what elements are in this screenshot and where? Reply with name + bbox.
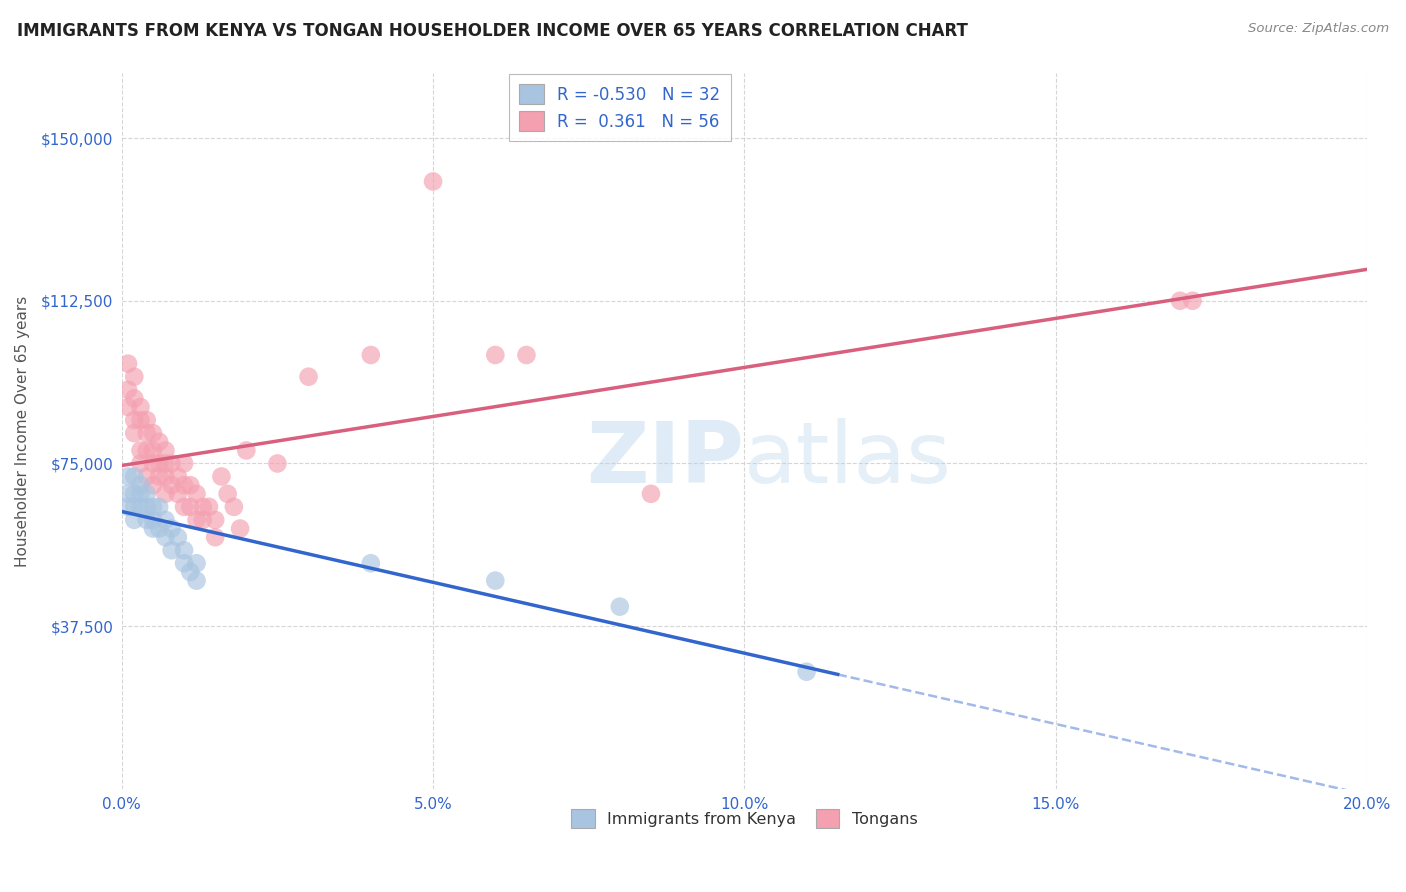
Point bbox=[1168, 293, 1191, 308]
Point bbox=[135, 426, 157, 441]
Point bbox=[142, 500, 165, 514]
Point bbox=[135, 469, 157, 483]
Point bbox=[209, 469, 232, 483]
Point bbox=[148, 500, 170, 514]
Point bbox=[148, 457, 170, 471]
Point bbox=[229, 522, 252, 536]
Point bbox=[191, 500, 214, 514]
Point bbox=[117, 469, 139, 483]
Point bbox=[122, 513, 145, 527]
Point bbox=[135, 413, 157, 427]
Point bbox=[129, 400, 152, 414]
Point bbox=[142, 522, 165, 536]
Point bbox=[142, 443, 165, 458]
Point bbox=[155, 487, 177, 501]
Point bbox=[122, 392, 145, 406]
Point bbox=[160, 543, 183, 558]
Point bbox=[155, 443, 177, 458]
Point bbox=[609, 599, 631, 614]
Point bbox=[198, 500, 221, 514]
Point bbox=[129, 500, 152, 514]
Point bbox=[155, 530, 177, 544]
Point bbox=[135, 487, 157, 501]
Point bbox=[186, 556, 208, 570]
Point bbox=[135, 513, 157, 527]
Point bbox=[173, 457, 195, 471]
Point bbox=[122, 426, 145, 441]
Point bbox=[166, 530, 188, 544]
Point bbox=[360, 556, 382, 570]
Point bbox=[142, 457, 165, 471]
Point bbox=[173, 500, 195, 514]
Point bbox=[235, 443, 257, 458]
Point bbox=[297, 369, 319, 384]
Point bbox=[129, 487, 152, 501]
Point bbox=[204, 513, 226, 527]
Point bbox=[166, 487, 188, 501]
Point bbox=[142, 478, 165, 492]
Point bbox=[191, 513, 214, 527]
Point bbox=[217, 487, 239, 501]
Text: ZIP: ZIP bbox=[586, 418, 744, 501]
Point bbox=[186, 487, 208, 501]
Point bbox=[122, 369, 145, 384]
Point bbox=[122, 487, 145, 501]
Point bbox=[148, 522, 170, 536]
Point bbox=[179, 478, 201, 492]
Point bbox=[160, 522, 183, 536]
Point bbox=[129, 478, 152, 492]
Point bbox=[179, 565, 201, 579]
Point bbox=[122, 413, 145, 427]
Point bbox=[117, 383, 139, 397]
Point bbox=[117, 357, 139, 371]
Text: atlas: atlas bbox=[744, 418, 952, 501]
Point bbox=[155, 469, 177, 483]
Point bbox=[129, 457, 152, 471]
Point bbox=[266, 457, 288, 471]
Point bbox=[186, 513, 208, 527]
Point bbox=[117, 487, 139, 501]
Point bbox=[160, 457, 183, 471]
Point bbox=[122, 469, 145, 483]
Point bbox=[135, 443, 157, 458]
Point bbox=[160, 478, 183, 492]
Text: Source: ZipAtlas.com: Source: ZipAtlas.com bbox=[1249, 22, 1389, 36]
Point bbox=[484, 348, 506, 362]
Point bbox=[148, 434, 170, 449]
Point bbox=[515, 348, 537, 362]
Point bbox=[142, 426, 165, 441]
Point bbox=[122, 500, 145, 514]
Point bbox=[117, 400, 139, 414]
Point bbox=[484, 574, 506, 588]
Point bbox=[117, 500, 139, 514]
Point bbox=[173, 543, 195, 558]
Text: IMMIGRANTS FROM KENYA VS TONGAN HOUSEHOLDER INCOME OVER 65 YEARS CORRELATION CHA: IMMIGRANTS FROM KENYA VS TONGAN HOUSEHOL… bbox=[17, 22, 967, 40]
Point bbox=[142, 513, 165, 527]
Point bbox=[360, 348, 382, 362]
Point bbox=[640, 487, 662, 501]
Point bbox=[135, 500, 157, 514]
Point bbox=[129, 413, 152, 427]
Point bbox=[148, 469, 170, 483]
Point bbox=[186, 574, 208, 588]
Point bbox=[173, 478, 195, 492]
Point bbox=[179, 500, 201, 514]
Point bbox=[166, 469, 188, 483]
Point bbox=[129, 443, 152, 458]
Point bbox=[155, 513, 177, 527]
Y-axis label: Householder Income Over 65 years: Householder Income Over 65 years bbox=[15, 295, 30, 566]
Point bbox=[173, 556, 195, 570]
Point bbox=[796, 665, 818, 679]
Point bbox=[1181, 293, 1204, 308]
Point bbox=[222, 500, 245, 514]
Point bbox=[422, 174, 444, 188]
Legend: Immigrants from Kenya, Tongans: Immigrants from Kenya, Tongans bbox=[564, 802, 924, 835]
Point bbox=[155, 457, 177, 471]
Point bbox=[204, 530, 226, 544]
